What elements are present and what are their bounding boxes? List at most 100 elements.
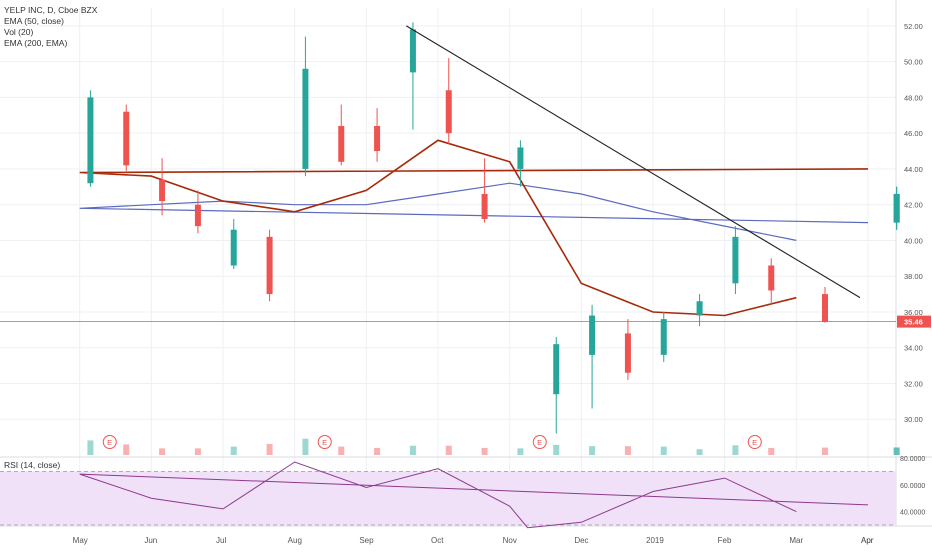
time-tick-label-2: Jun <box>144 536 157 545</box>
candle-body-14 <box>553 344 560 395</box>
volume-bar-3 <box>159 448 166 455</box>
volume-bar-13 <box>517 448 524 455</box>
legend-title: YELP INC, D, Cboe BZX <box>4 5 98 15</box>
volume-bar-4 <box>194 448 201 455</box>
time-tick-label-7: Nov <box>503 536 517 545</box>
price-tick-label-0: 30.00 <box>904 415 923 424</box>
volume-bar-2 <box>123 444 130 455</box>
time-tick-label-4: Aug <box>288 536 302 545</box>
rsi-label: RSI (14, close) <box>4 460 60 470</box>
earnings-marker-1 <box>317 435 332 449</box>
price-tag-bg <box>897 315 931 328</box>
price-tick-label-4: 38.00 <box>904 272 923 281</box>
price-tick-label-10: 50.00 <box>904 58 923 67</box>
volume-bar-6 <box>266 443 273 455</box>
rsi-band <box>0 471 896 525</box>
earnings-marker-2 <box>532 435 547 449</box>
candle-body-8 <box>338 126 345 162</box>
price-tick-label-9: 48.00 <box>904 93 923 102</box>
ema50-layer <box>79 139 869 317</box>
volume-bar-16 <box>624 446 631 455</box>
price-tick-label-1: 32.00 <box>904 379 923 388</box>
volume-bar-10 <box>409 445 416 455</box>
candle-body-3 <box>159 179 166 202</box>
candle-body-7 <box>302 68 309 169</box>
candle-body-9 <box>374 126 381 152</box>
price-tick-label-8: 46.00 <box>904 129 923 138</box>
volume-bar-21 <box>822 447 828 455</box>
candle-body-15 <box>589 315 596 355</box>
volume-bar-17 <box>660 446 667 455</box>
time-tick-label-8: Dec <box>574 536 588 545</box>
rsi-line <box>79 461 869 529</box>
legend-vol: Vol (20) <box>4 27 34 37</box>
trendline-layer <box>406 25 861 299</box>
volume-bar-9 <box>374 447 381 455</box>
earnings-marker-0 <box>102 435 117 449</box>
volume-bar-20 <box>768 447 775 455</box>
legend: YELP INC, D, Cboe BZX EMA (50, close) Vo… <box>4 5 97 49</box>
volume-bar-15 <box>589 446 596 455</box>
time-tick-label-12: Apr <box>861 536 874 545</box>
candle-body-1 <box>87 97 94 184</box>
candle-body-13 <box>517 147 524 169</box>
earnings-marker-label-2: E <box>537 438 542 447</box>
price-tick-label-5: 40.00 <box>904 236 923 245</box>
candle-body-4 <box>194 204 201 227</box>
volume-bar-14 <box>553 444 560 455</box>
rsi-tick-label-1: 60.0000 <box>900 483 925 490</box>
candle-body-19 <box>732 236 739 284</box>
ema200-layer <box>79 182 869 241</box>
volume-bar-12 <box>481 447 488 455</box>
earnings-marker-label-3: E <box>752 438 757 447</box>
time-tick-label-0: Apr <box>861 536 874 545</box>
volume-bar-1 <box>87 440 94 455</box>
candle-body-16 <box>624 333 631 373</box>
rsi-tick-label-2: 80.0000 <box>900 456 925 463</box>
candle-body-5 <box>230 229 237 266</box>
candle-body-22 <box>893 193 900 223</box>
price-tick-label-3: 36.00 <box>904 308 923 317</box>
volume-bar-22 <box>893 447 900 455</box>
candle-body-17 <box>660 319 667 355</box>
ema200-line <box>79 182 869 241</box>
earnings-marker-label-0: E <box>107 438 112 447</box>
candles <box>87 22 900 434</box>
candle-body-2 <box>123 111 130 166</box>
legend-ema50: EMA (50, close) <box>4 16 64 26</box>
price-axis: 30.00 32.00 34.00 36.00 38.00 40.00 42.00 44.00… <box>0 22 931 424</box>
volume-bar-18 <box>696 449 703 455</box>
price-tick-label-7: 44.00 <box>904 165 923 174</box>
time-tick-label-6: Oct <box>431 536 444 545</box>
volume-bar-7 <box>302 438 309 455</box>
time-tick-label-10: Feb <box>718 536 732 545</box>
candle-body-10 <box>409 29 416 73</box>
candle-body-11 <box>445 90 452 134</box>
volume-bar-5 <box>230 446 237 455</box>
time-tick-label-5: Sep <box>359 536 374 545</box>
time-tick-label-3: Jul <box>216 536 226 545</box>
time-tick-label-1: May <box>73 536 88 545</box>
volume-bar-19 <box>732 445 739 455</box>
price-tick-label-2: 34.00 <box>904 344 923 353</box>
price-tick-label-6: 42.00 <box>904 201 923 210</box>
earnings-marker-3 <box>747 435 762 449</box>
price-tick-label-11: 52.00 <box>904 22 923 31</box>
candle-body-6 <box>266 236 273 295</box>
time-tick-label-9: 2019 <box>646 536 664 545</box>
rsi-tick-label-0: 40.0000 <box>900 510 925 517</box>
rsi-pane: 40.0000 60.0000 80.0000 RSI (14, close) <box>0 456 925 529</box>
volume-bar-11 <box>445 445 452 455</box>
time-tick-label-11: Mar <box>789 536 803 545</box>
legend-ema200: EMA (200, EMA) <box>4 38 68 48</box>
candle-body-12 <box>481 193 488 219</box>
price-tag: 35.46 <box>904 318 923 327</box>
volume-bar-0 <box>893 447 900 455</box>
candle-body-18 <box>696 301 703 316</box>
volume-bar-8 <box>338 446 345 455</box>
earnings-marker-label-1: E <box>322 438 327 447</box>
